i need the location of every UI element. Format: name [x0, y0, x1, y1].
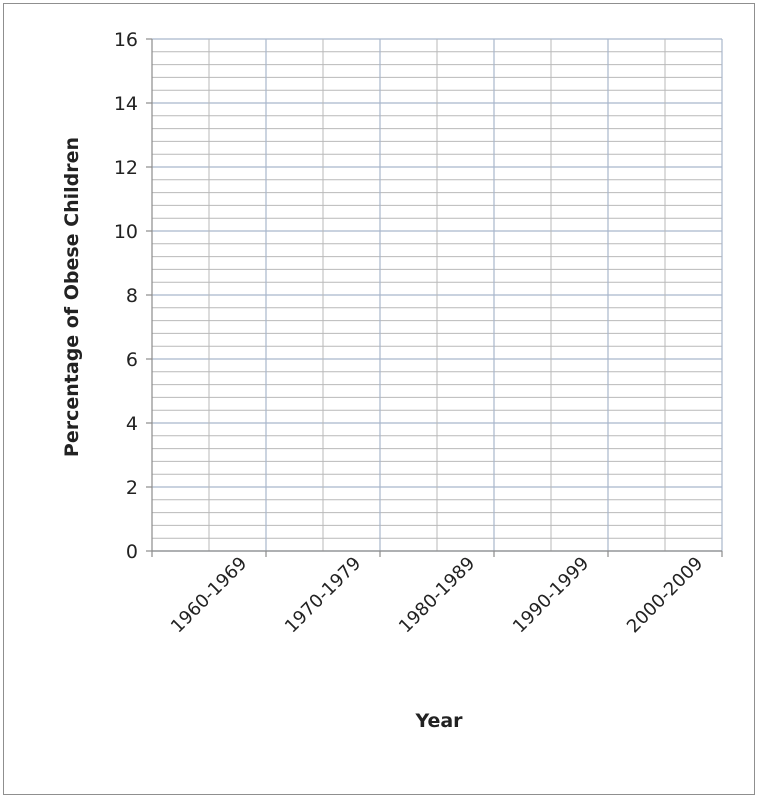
- y-tick-label: 4: [126, 413, 138, 435]
- chart-frame: 0 2 4 6 8 10 12 14 16 1960-1969 1970-1979 1980-1989…: [3, 3, 755, 795]
- chart-plot: 0 2 4 6 8 10 12 14 16 1960-1969 1970-1979 1980-1989…: [61, 29, 723, 732]
- x-tick-label: 1960-1969: [167, 553, 251, 637]
- y-tick-label: 12: [114, 157, 138, 179]
- y-tick-label: 6: [126, 349, 138, 371]
- x-axis-title: Year: [414, 710, 463, 732]
- y-tick-label: 16: [114, 29, 138, 51]
- x-tick-label: 1970-1979: [281, 553, 365, 637]
- grid-layer: [152, 38, 723, 552]
- y-tick-label: 0: [126, 541, 138, 563]
- y-tick-label: 14: [114, 93, 138, 115]
- y-tick-label: 2: [126, 477, 138, 499]
- y-axis-title: Percentage of Obese Children: [61, 137, 83, 457]
- x-tick-label: 1990-1999: [509, 553, 593, 637]
- x-tick-label: 2000-2009: [623, 553, 707, 637]
- axis-layer: [146, 38, 723, 557]
- x-tick-label: 1980-1989: [395, 553, 479, 637]
- y-tick-label: 8: [126, 285, 138, 307]
- y-tick-label: 10: [114, 221, 138, 243]
